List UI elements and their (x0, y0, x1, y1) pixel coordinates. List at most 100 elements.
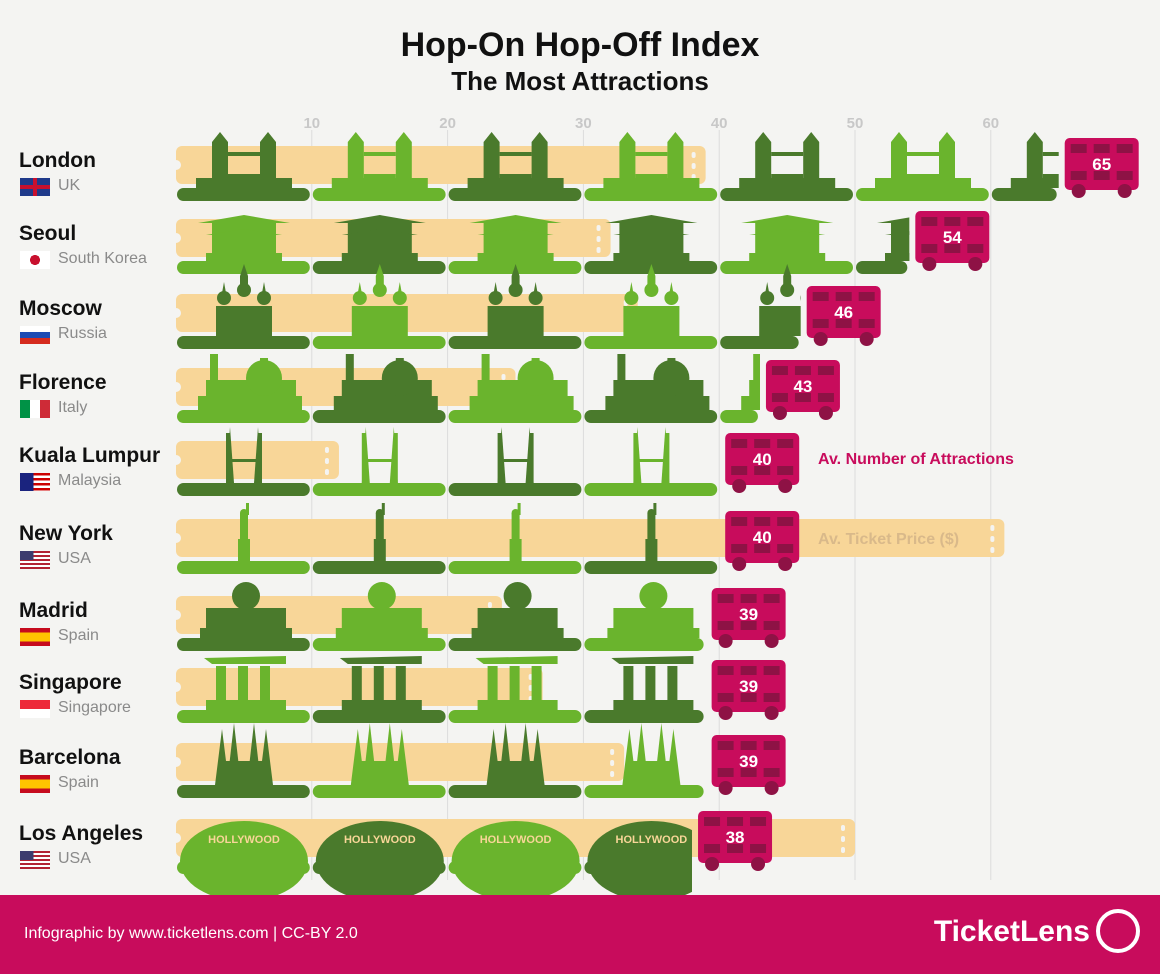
landmark-part (623, 666, 634, 710)
bus-wheel (1117, 184, 1132, 198)
landmark-part (759, 306, 801, 336)
landmark-part (669, 282, 674, 293)
x-tick-label: 50 (847, 115, 864, 132)
landmark-part (351, 306, 408, 336)
flag-icon (20, 473, 50, 491)
bus-window (763, 693, 780, 702)
bus-wheel (751, 857, 766, 871)
landmark-part (216, 306, 272, 336)
landmark-part (475, 656, 558, 664)
row-florence: 43 (171, 354, 840, 423)
chart-subtitle: The Most Attractions (451, 66, 709, 96)
country-name: USA (58, 550, 91, 567)
city-name: Kuala Lumpur (19, 444, 161, 467)
bus-wheel (818, 406, 833, 420)
bus-marker: 54 (915, 211, 990, 271)
landmark-part (467, 178, 564, 188)
landmark-part (212, 132, 228, 142)
bus-wheel (922, 257, 937, 271)
city-name: Barcelona (19, 746, 121, 769)
landmark-part (635, 152, 668, 156)
bus-window (1070, 171, 1087, 180)
landmark-part (623, 306, 680, 336)
landmark-base (448, 710, 582, 723)
landmark-part (613, 700, 694, 710)
landmark-bars (177, 215, 910, 274)
bus-window (717, 666, 734, 675)
landmark-part (487, 306, 544, 336)
landmark-part (875, 178, 971, 188)
landmark-part (1042, 174, 1059, 178)
landmark-part (509, 666, 520, 710)
ticket-notch (171, 757, 181, 767)
landmark-part (528, 291, 543, 305)
ticketlens-logo[interactable]: TicketLens (933, 915, 1090, 948)
bus-window (771, 366, 788, 375)
bus-wheel (718, 706, 733, 720)
ticket-perforation (691, 152, 696, 158)
landmark-base (177, 785, 310, 798)
bus-wheel (764, 706, 779, 720)
ticket-perforation (501, 374, 506, 380)
landmark-bars: HOLLYWOOD HOLLYWOOD HOLLYWOOD HOLLYWOOD (177, 821, 693, 895)
landmark-part (511, 264, 520, 276)
landmark-part (503, 459, 528, 462)
hollywood-hill (451, 821, 580, 895)
landmark-part (907, 152, 939, 156)
ticket-price-bar (176, 146, 706, 184)
landmark-part (469, 396, 574, 410)
bus-window (777, 517, 794, 526)
landmark-part (341, 253, 418, 261)
landmark-base (991, 188, 1057, 201)
landmark-part (471, 628, 564, 638)
country-name: USA (58, 850, 91, 867)
ticket-perforation (610, 771, 615, 777)
landmark-part (529, 433, 534, 483)
flag-icon (20, 326, 50, 344)
landmark-part (196, 178, 292, 188)
landmark-bars (177, 723, 704, 798)
landmark-base (312, 638, 446, 651)
landmark-part (891, 132, 907, 142)
bus-wheel (732, 557, 747, 571)
bus-window (717, 621, 734, 630)
ticket-perforation (990, 547, 995, 553)
landmark-part (627, 761, 676, 785)
landmark-part (667, 142, 684, 188)
attractions-value: 43 (793, 377, 812, 396)
bus-wheel (772, 406, 787, 420)
bus-window (740, 768, 757, 777)
bus-window (717, 741, 734, 750)
bus-window (754, 466, 771, 475)
landmark-base (177, 410, 310, 423)
bus-wheel (813, 332, 828, 346)
landmark-part (238, 666, 248, 710)
landmark-base (448, 638, 582, 651)
country-name: Malaysia (58, 472, 122, 489)
footer-credit: Infographic by www.ticketlens.com | CC-B… (24, 925, 358, 942)
landmark-base (720, 188, 853, 201)
landmark-part (1010, 178, 1059, 188)
ticket-perforation (841, 847, 845, 853)
landmark-part (198, 215, 290, 223)
landmark-part (647, 513, 656, 539)
landmark-bars (177, 264, 801, 349)
bus-window (763, 666, 780, 675)
landmark-part (341, 229, 418, 235)
landmark-part (1026, 132, 1043, 142)
landmark-base (177, 710, 310, 723)
landmark-part (240, 264, 248, 276)
landmark-part (517, 503, 521, 515)
landmark-part (355, 761, 404, 785)
landmark-base (312, 710, 446, 723)
landmark-part (647, 264, 656, 276)
landmark-base (720, 410, 758, 423)
landmark-part (246, 503, 249, 515)
bus-wheel (778, 557, 793, 571)
landmark-part (477, 253, 554, 261)
bus-window (763, 741, 780, 750)
landmark-part (633, 433, 638, 483)
landmark-base (312, 188, 446, 201)
landmark-part (333, 396, 438, 410)
landmark-part (373, 666, 384, 710)
